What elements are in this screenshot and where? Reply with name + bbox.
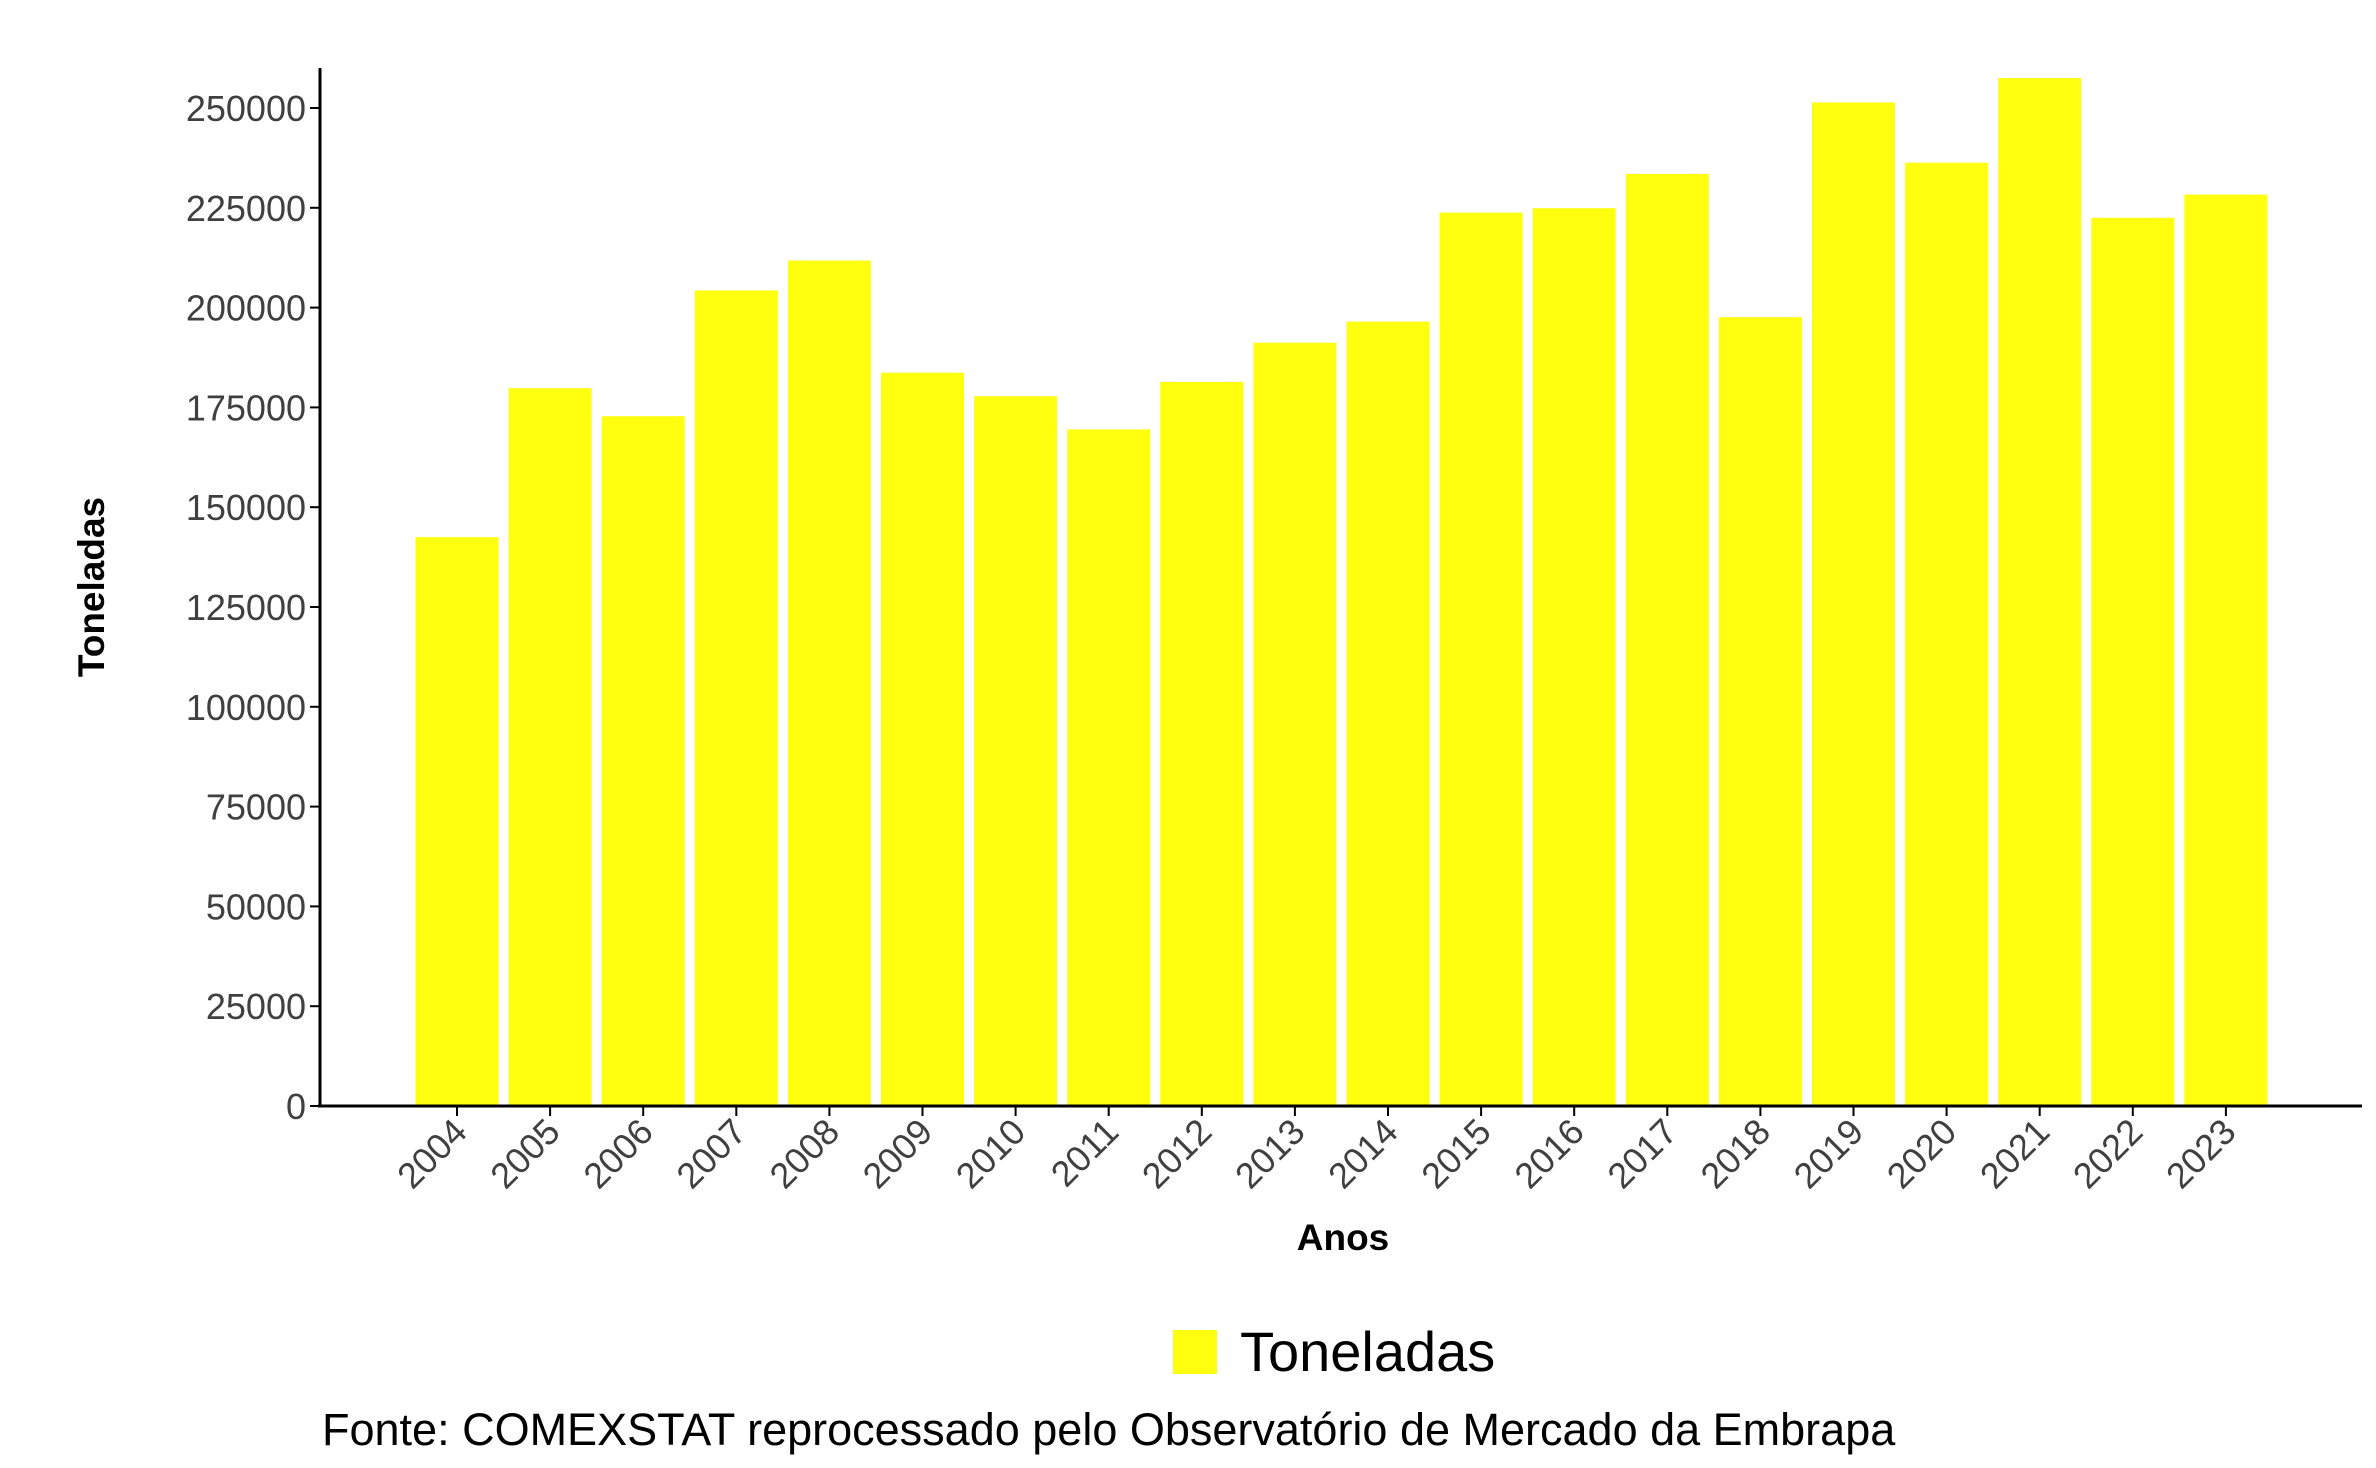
x-tick-label: 2009 <box>855 1111 941 1197</box>
y-tick-label: 0 <box>286 1086 306 1127</box>
bar-2013 <box>1253 343 1336 1106</box>
bars-group <box>416 78 2268 1106</box>
bar-2016 <box>1533 208 1616 1106</box>
x-tick-label: 2022 <box>2065 1111 2151 1197</box>
bar-2011 <box>1067 429 1150 1106</box>
x-tick-label: 2012 <box>1134 1111 1220 1197</box>
bar-2018 <box>1719 317 1802 1106</box>
y-axis-ticks: 0 25000 50000 75000 100000 125000 150000 175000… <box>186 88 320 1127</box>
y-tick-label: 125000 <box>186 587 306 628</box>
x-axis-ticks: 2004 2005 2006 2007 2008 2009 2010 2011 2012 2013… <box>389 1106 2244 1196</box>
bar-2012 <box>1160 382 1243 1106</box>
x-tick-label: 2011 <box>1043 1111 1127 1195</box>
bar-2023 <box>2184 195 2267 1106</box>
bar-2008 <box>788 261 871 1107</box>
x-tick-label: 2018 <box>1692 1111 1778 1197</box>
bar-2005 <box>509 388 592 1106</box>
bar-2017 <box>1626 174 1709 1106</box>
y-axis-title: Toneladas <box>71 497 112 677</box>
x-axis-title: Anos <box>1297 1217 1390 1258</box>
y-tick-label: 100000 <box>186 687 306 728</box>
bar-2006 <box>602 416 685 1106</box>
bar-2009 <box>881 373 964 1106</box>
x-tick-label: 2007 <box>668 1111 754 1197</box>
x-tick-label: 2019 <box>1786 1111 1872 1197</box>
y-tick-label: 200000 <box>186 288 306 329</box>
y-tick-label: 150000 <box>186 487 306 528</box>
bar-2019 <box>1812 102 1895 1106</box>
x-tick-label: 2010 <box>948 1111 1034 1197</box>
y-tick-label: 225000 <box>186 188 306 229</box>
bar-2014 <box>1347 322 1430 1106</box>
bar-2004 <box>416 537 499 1106</box>
y-tick-label: 175000 <box>186 387 306 428</box>
x-tick-label: 2020 <box>1879 1111 1965 1197</box>
bar-2022 <box>2091 218 2174 1106</box>
y-tick-label: 250000 <box>186 88 306 129</box>
x-tick-label: 2004 <box>389 1111 475 1197</box>
x-tick-label: 2013 <box>1227 1111 1313 1197</box>
x-tick-label: 2015 <box>1413 1111 1499 1197</box>
y-tick-label: 50000 <box>206 886 306 927</box>
x-tick-label: 2014 <box>1320 1111 1406 1197</box>
x-tick-label: 2023 <box>2158 1111 2244 1197</box>
x-tick-label: 2016 <box>1506 1111 1592 1197</box>
x-tick-label: 2005 <box>482 1111 568 1197</box>
bar-2010 <box>974 396 1057 1106</box>
x-tick-label: 2017 <box>1599 1111 1685 1197</box>
bar-2007 <box>695 290 778 1106</box>
bar-2020 <box>1905 163 1988 1106</box>
legend-label: Toneladas <box>1240 1320 1495 1383</box>
bar-2015 <box>1440 213 1523 1106</box>
y-tick-label: 75000 <box>206 787 306 828</box>
source-caption: Fonte: COMEXSTAT reprocessado pelo Obser… <box>322 1404 1896 1455</box>
x-tick-label: 2021 <box>1972 1111 2058 1197</box>
x-tick-label: 2008 <box>761 1111 847 1197</box>
y-tick-label: 25000 <box>206 986 306 1027</box>
x-tick-label: 2006 <box>575 1111 661 1197</box>
legend-swatch <box>1173 1330 1217 1374</box>
bar-2021 <box>1998 78 2081 1106</box>
